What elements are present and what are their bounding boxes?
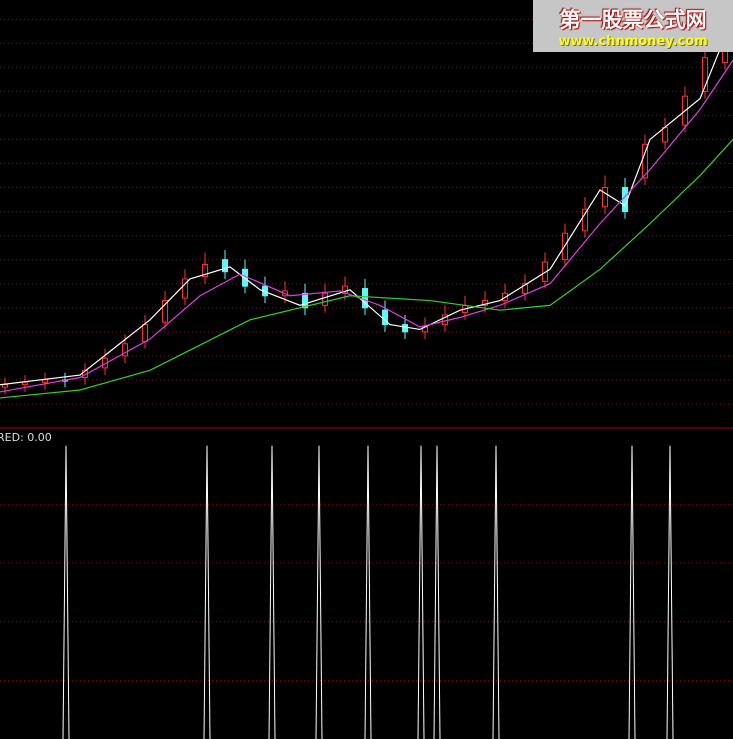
candle-body <box>402 324 408 333</box>
candle-body <box>122 343 128 357</box>
signal-spike <box>492 445 500 739</box>
candle-body <box>102 357 108 369</box>
candle-body <box>222 259 228 273</box>
candle-body <box>182 278 188 299</box>
moving-average-line <box>0 139 733 399</box>
signal-spike <box>433 445 441 739</box>
candle-body <box>522 283 528 294</box>
candle-body <box>202 263 208 278</box>
moving-average-line <box>0 59 733 393</box>
watermark: 第一股票公式网 www.chnmoney.com <box>533 0 733 52</box>
candle-body <box>602 187 608 208</box>
candle-body <box>302 292 308 309</box>
indicator-label: RED: 0.00 <box>0 431 52 444</box>
candle-body <box>642 143 648 179</box>
candle-body <box>142 324 148 342</box>
candle-body <box>362 288 368 309</box>
signal-spike <box>203 445 211 739</box>
signal-spike <box>268 445 276 739</box>
candle-body <box>2 384 8 388</box>
signal-spike <box>315 445 323 739</box>
signal-spike <box>666 445 674 739</box>
signal-spike <box>62 445 70 739</box>
candle-body <box>662 126 668 143</box>
candle-body <box>582 208 588 232</box>
candle-body <box>542 261 548 282</box>
candle-body <box>22 381 28 386</box>
moving-average-line <box>0 49 721 386</box>
candle-body <box>42 379 48 383</box>
candle-body <box>162 300 168 323</box>
candle-body <box>322 292 328 306</box>
signal-spike <box>628 445 636 739</box>
candle-body <box>702 57 708 92</box>
signal-spike <box>417 445 425 739</box>
watermark-title: 第一股票公式网 <box>559 9 707 32</box>
signal-spike <box>364 445 372 739</box>
watermark-url: www.chnmoney.com <box>558 34 708 49</box>
